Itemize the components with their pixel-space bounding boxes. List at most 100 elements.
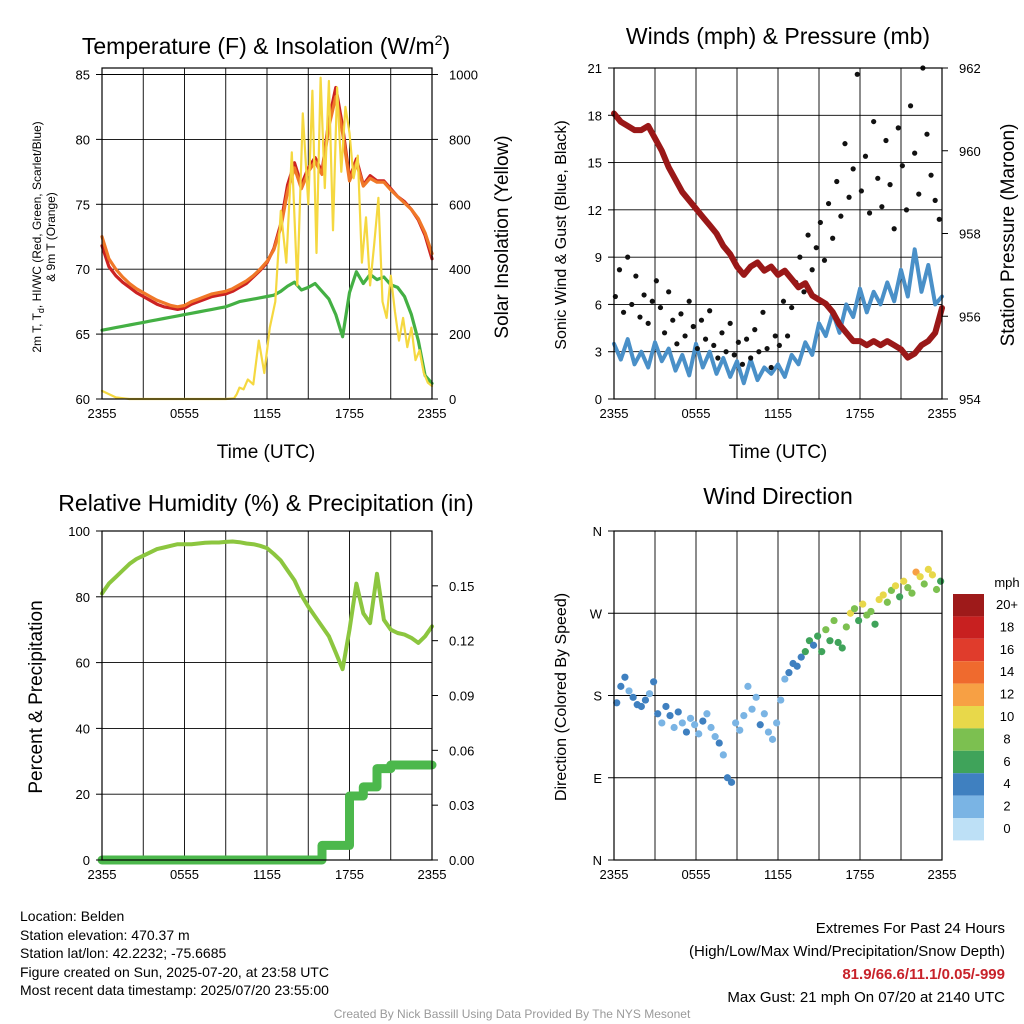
winds-gust-point <box>674 341 680 347</box>
winds-gust-point <box>707 308 713 314</box>
winds-gust-point <box>887 182 893 188</box>
extremes-heading: Extremes For Past 24 Hours <box>815 920 1005 937</box>
winds-gust-point <box>805 232 811 238</box>
wind-direction-point <box>641 696 650 704</box>
extremes-info: Extremes For Past 24 Hours (High/Low/Max… <box>689 917 1005 1009</box>
temperature-right-tick-label: 800 <box>449 132 471 147</box>
winds-gust-point <box>625 254 631 260</box>
wind-direction-point <box>617 682 625 690</box>
wind-direction-point <box>928 571 937 579</box>
wind_direction-x-tick-label: 1755 <box>846 867 875 882</box>
winds-gust-point <box>616 267 623 273</box>
humidity-right-tick-label: 0.00 <box>449 853 474 868</box>
colorbar-swatch <box>953 750 984 774</box>
humidity-right-tick-label: 0.09 <box>449 689 474 704</box>
winds-x-tick-label: 2355 <box>600 406 629 421</box>
wind-direction-point <box>662 702 670 711</box>
temperature-x-tick-label: 1155 <box>253 406 281 421</box>
humidity-series-rh <box>100 539 434 672</box>
winds-gust-point <box>690 323 696 330</box>
wind-direction-point <box>850 605 859 613</box>
wind-direction-panel: Wind Direction Direction (Colored By Spe… <box>553 483 1020 882</box>
winds-x-tick-label: 0555 <box>682 406 711 421</box>
wind-direction-point <box>703 710 711 718</box>
wind-direction-point <box>682 728 691 736</box>
winds-gust-point <box>907 103 914 109</box>
winds-gust-point <box>862 153 869 159</box>
wind-direction-point <box>732 719 740 727</box>
temperature-right-tick-label: 1000 <box>449 67 478 82</box>
colorbar: mph 20+ 18 16 14 12 10 8 6 4 2 0 <box>953 575 1020 841</box>
winds-series-sonic-wind <box>612 247 944 386</box>
wind-direction-point <box>670 723 678 732</box>
winds-y-tick-label: 0 <box>595 392 602 407</box>
colorbar-swatch <box>953 638 984 662</box>
humidity-y-tick-label: 60 <box>76 656 90 671</box>
colorbar-unit: mph <box>994 575 1019 590</box>
winds-gust-point <box>743 336 750 342</box>
wind-direction-point <box>879 591 887 599</box>
winds-series-station-pressure <box>611 110 945 361</box>
colorbar-swatch <box>953 795 984 818</box>
wind-direction-point <box>707 723 715 732</box>
recent-timestamp: Most recent data timestamp: 2025/07/20 2… <box>20 982 329 998</box>
wind-direction-point <box>809 641 818 649</box>
extremes-subheading: (High/Low/Max Wind/Precipitation/Snow De… <box>689 943 1005 960</box>
wind-direction-point <box>932 585 941 594</box>
winds-right-tick-label: 954 <box>959 392 981 407</box>
winds-gust-point <box>727 320 733 326</box>
winds-gust-point <box>801 289 807 295</box>
temperature-y-tick-label: 80 <box>76 132 90 147</box>
wind-direction-point <box>834 638 842 647</box>
winds-gust-point <box>731 352 737 358</box>
wind-direction-point <box>740 712 748 720</box>
winds-y-tick-label: 12 <box>588 203 602 218</box>
wind-direction-point <box>937 577 945 585</box>
wind_direction-x-tick-label: 2355 <box>928 867 957 882</box>
wind-direction-point <box>691 721 699 729</box>
winds-y-tick-label: 6 <box>595 297 602 312</box>
winds-gust-point <box>842 141 848 147</box>
temperature-left-y-label: 2m T, Td, HI/WC (Red, Green, Scarlet/Blu… <box>30 121 58 352</box>
wind-direction-point <box>826 637 834 645</box>
humidity-x-tick-label: 2355 <box>418 867 447 882</box>
winds-gust-point <box>916 191 922 197</box>
winds-gust-point <box>768 364 774 371</box>
temperature-right-tick-label: 400 <box>449 262 471 277</box>
wind-direction-point <box>621 673 629 681</box>
colorbar-label: 8 <box>1003 731 1010 746</box>
winds-y-tick-label: 9 <box>595 250 602 265</box>
winds-right-tick-label: 960 <box>959 144 981 159</box>
wind-direction-chart-title: Wind Direction <box>703 483 853 509</box>
wind-direction-point <box>842 623 850 631</box>
temperature-x-tick-label: 1755 <box>335 406 364 421</box>
winds-gust-point <box>694 345 700 352</box>
winds-gust-point <box>780 298 787 304</box>
temperature-right-tick-label: 600 <box>449 197 471 212</box>
winds-gust-point <box>735 339 741 345</box>
figure-created: Figure created on Sun, 2025-07-20, at 23… <box>20 963 329 980</box>
winds-gust-point <box>748 355 754 361</box>
wind-direction-point <box>666 712 674 720</box>
winds-gust-point <box>666 289 672 295</box>
wind-direction-point <box>924 565 932 573</box>
winds-gust-point <box>883 137 889 144</box>
humidity-right-tick-label: 0.03 <box>449 798 474 813</box>
temperature-y-tick-label: 60 <box>76 392 90 407</box>
winds-gust-point <box>633 273 639 279</box>
winds-gust-point <box>682 333 688 339</box>
winds-gust-point <box>830 235 836 241</box>
winds-gust-point <box>752 327 758 333</box>
station-info: Location: Belden Station elevation: 470.… <box>20 907 329 1000</box>
wind-direction-point <box>625 687 633 695</box>
station-elevation: Station elevation: 470.37 m <box>20 926 190 943</box>
winds-gust-point <box>620 309 627 315</box>
wind-direction-point <box>855 616 863 625</box>
winds-gust-point <box>797 254 803 260</box>
winds-gust-point <box>629 301 635 308</box>
winds-x-tick-label: 1155 <box>764 406 792 421</box>
colorbar-swatch <box>953 818 984 841</box>
winds-gust-point <box>686 298 692 304</box>
winds-panel: Winds (mph) & Pressure (mb) Time (UTC) S… <box>553 23 1019 463</box>
wind-direction-point <box>904 584 912 592</box>
